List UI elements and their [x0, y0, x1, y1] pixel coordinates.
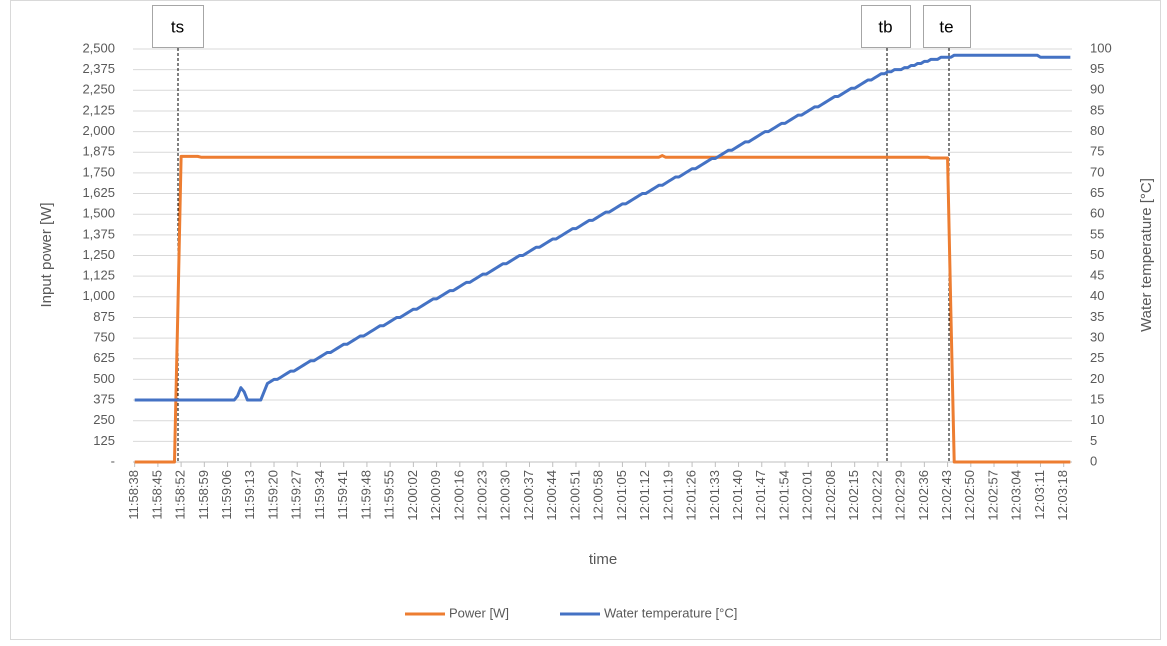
- x-tick-label: 11:59:13: [242, 470, 257, 520]
- x-tick-label: 11:59:06: [219, 470, 234, 520]
- x-tick-label: 12:03:18: [1055, 470, 1070, 521]
- annotation-box: [152, 5, 204, 48]
- x-tick-label: 12:02:43: [939, 470, 954, 521]
- y-tick-label: 2,250: [82, 82, 115, 97]
- x-tick-label: 11:59:20: [265, 470, 280, 520]
- y2-tick-label: 70: [1090, 164, 1104, 179]
- x-tick-label: 11:58:59: [196, 470, 211, 520]
- x-tick-label: 11:59:27: [289, 470, 304, 520]
- annotation-label: ts: [171, 17, 184, 36]
- x-tick-label: 12:02:01: [800, 470, 815, 521]
- x-tick-label: 12:03:04: [1009, 470, 1024, 521]
- x-tick-label: 12:00:44: [544, 470, 559, 521]
- annotation-label: te: [939, 17, 953, 36]
- y-tick-label: 875: [93, 309, 115, 324]
- y2-tick-label: 75: [1090, 144, 1104, 159]
- y-tick-label: 1,250: [82, 247, 115, 262]
- y2-tick-label: 45: [1090, 268, 1104, 283]
- y-tick-label: 625: [93, 350, 115, 365]
- x-tick-label: 11:59:34: [312, 470, 327, 520]
- y-tick-label: 2,375: [82, 61, 115, 76]
- y2-tick-label: 65: [1090, 185, 1104, 200]
- x-tick-label: 12:01:47: [753, 470, 768, 521]
- x-tick-label: 12:01:33: [707, 470, 722, 521]
- x-tick-label: 12:02:29: [893, 470, 908, 521]
- x-tick-label: 12:00:30: [498, 470, 513, 521]
- y2-tick-label: 85: [1090, 102, 1104, 117]
- x-tick-label: 12:00:37: [521, 470, 536, 521]
- y-tick-label: 1,000: [82, 288, 115, 303]
- y2-tick-label: 40: [1090, 288, 1104, 303]
- x-tick-label: 12:02:57: [985, 470, 1000, 521]
- y-tick-label: 125: [93, 433, 115, 448]
- x-tick-label: 12:00:16: [451, 470, 466, 521]
- x-tick-label: 11:58:52: [173, 470, 188, 520]
- x-tick-label: 12:00:58: [591, 470, 606, 521]
- y2-tick-label: 80: [1090, 123, 1104, 138]
- y2-tick-label: 30: [1090, 330, 1104, 345]
- y2-tick-label: 0: [1090, 453, 1097, 468]
- x-tick-label: 12:02:08: [823, 470, 838, 521]
- y2-tick-label: 10: [1090, 412, 1104, 427]
- y2-tick-label: 95: [1090, 61, 1104, 76]
- y2-tick-label: 35: [1090, 309, 1104, 324]
- x-tick-label: 12:03:11: [1032, 470, 1047, 520]
- x-tick-label: 12:00:23: [474, 470, 489, 521]
- y-tick-label: 2,125: [82, 102, 115, 117]
- y2-tick-label: 100: [1090, 40, 1112, 55]
- y2-tick-label: 15: [1090, 391, 1104, 406]
- x-tick-label: 12:02:36: [916, 470, 931, 521]
- annotation-box: [861, 5, 911, 48]
- x-tick-label: 12:02:15: [846, 470, 861, 521]
- x-tick-label: 12:02:50: [962, 470, 977, 521]
- series-line: [134, 154, 1071, 464]
- y-tick-label: 1,500: [82, 206, 115, 221]
- y-axis-title: Input power [W]: [38, 202, 55, 307]
- y2-axis-title: Water temperature [°C]: [1138, 178, 1155, 332]
- x-tick-label: 11:59:55: [382, 470, 397, 520]
- chart-border: [10, 0, 1161, 640]
- x-tick-label: 12:01:05: [614, 470, 629, 521]
- y-tick-label: 1,875: [82, 144, 115, 159]
- y-tick-label: 1,125: [82, 268, 115, 283]
- x-tick-label: 12:02:22: [869, 470, 884, 521]
- y-tick-label: 2,000: [82, 123, 115, 138]
- y-tick-label: 1,625: [82, 185, 115, 200]
- x-tick-label: 12:00:09: [428, 470, 443, 521]
- y-tick-label: 1,750: [82, 164, 115, 179]
- y2-tick-label: 25: [1090, 350, 1104, 365]
- x-tick-label: 12:00:02: [405, 470, 420, 521]
- y-tick-label: 375: [93, 391, 115, 406]
- annotation-label: tb: [878, 17, 892, 36]
- y-tick-label: 750: [93, 330, 115, 345]
- y-tick-label: -: [111, 453, 115, 468]
- x-tick-label: 12:01:12: [637, 470, 652, 521]
- x-tick-label: 12:01:19: [660, 470, 675, 521]
- x-tick-label: 12:00:51: [567, 470, 582, 521]
- x-tick-label: 11:59:41: [335, 470, 350, 520]
- annotation-box: [923, 5, 971, 48]
- y-tick-label: 500: [93, 371, 115, 386]
- y2-tick-label: 5: [1090, 433, 1097, 448]
- y2-tick-label: 50: [1090, 247, 1104, 262]
- y2-tick-label: 20: [1090, 371, 1104, 386]
- x-tick-label: 12:01:26: [684, 470, 699, 521]
- legend-label: Water temperature [°C]: [604, 605, 737, 620]
- x-axis-title: time: [589, 551, 617, 568]
- series-line: [134, 53, 1071, 402]
- y-tick-label: 250: [93, 412, 115, 427]
- x-tick-label: 11:59:48: [358, 470, 373, 520]
- x-tick-label: 12:01:40: [730, 470, 745, 521]
- y-tick-label: 1,375: [82, 226, 115, 241]
- x-tick-label: 11:58:45: [149, 470, 164, 520]
- y2-tick-label: 55: [1090, 226, 1104, 241]
- x-tick-label: 12:01:54: [776, 470, 791, 521]
- y-tick-label: 2,500: [82, 40, 115, 55]
- y2-tick-label: 60: [1090, 206, 1104, 221]
- x-tick-label: 11:58:38: [126, 470, 141, 520]
- y2-tick-label: 90: [1090, 82, 1104, 97]
- legend-label: Power [W]: [449, 605, 509, 620]
